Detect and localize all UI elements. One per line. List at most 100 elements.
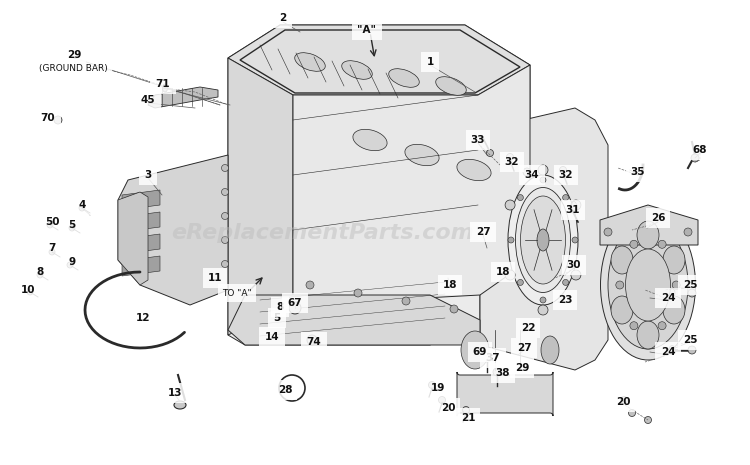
Circle shape	[672, 281, 680, 289]
Polygon shape	[118, 155, 228, 305]
Circle shape	[616, 281, 624, 289]
Text: 20: 20	[441, 403, 455, 413]
Ellipse shape	[163, 84, 167, 92]
Circle shape	[67, 262, 73, 268]
Text: 69: 69	[472, 347, 488, 357]
Circle shape	[439, 397, 446, 404]
Ellipse shape	[515, 187, 571, 292]
Circle shape	[221, 188, 229, 195]
Text: 14: 14	[265, 332, 279, 342]
Ellipse shape	[405, 144, 439, 166]
Circle shape	[538, 165, 548, 175]
Circle shape	[27, 289, 33, 295]
Ellipse shape	[461, 331, 489, 369]
Text: 8: 8	[36, 267, 44, 277]
Circle shape	[562, 279, 568, 286]
Text: 32: 32	[505, 157, 519, 167]
Ellipse shape	[611, 296, 633, 324]
Circle shape	[518, 194, 524, 200]
Ellipse shape	[601, 210, 695, 360]
Text: "A": "A"	[358, 25, 376, 35]
Text: 38: 38	[496, 368, 510, 378]
Polygon shape	[122, 190, 160, 210]
Circle shape	[450, 305, 458, 313]
Text: 67: 67	[288, 298, 302, 308]
Ellipse shape	[537, 229, 549, 251]
Circle shape	[471, 344, 479, 352]
Circle shape	[658, 240, 666, 248]
Circle shape	[571, 200, 581, 210]
Polygon shape	[122, 234, 160, 254]
Polygon shape	[228, 25, 530, 345]
Ellipse shape	[572, 201, 577, 211]
Text: 29: 29	[67, 50, 81, 60]
FancyBboxPatch shape	[457, 372, 553, 416]
Text: 18: 18	[496, 267, 510, 277]
Circle shape	[684, 228, 692, 236]
Text: 37: 37	[486, 353, 500, 363]
Circle shape	[463, 406, 470, 413]
Text: 26: 26	[651, 213, 665, 223]
Ellipse shape	[174, 401, 186, 409]
Text: 28: 28	[278, 385, 292, 395]
Polygon shape	[228, 295, 480, 345]
Text: 7: 7	[48, 243, 56, 253]
Circle shape	[49, 249, 55, 255]
Circle shape	[560, 166, 566, 173]
Text: 5: 5	[273, 313, 280, 323]
Text: 74: 74	[307, 337, 321, 347]
Polygon shape	[122, 256, 160, 276]
Text: 4: 4	[78, 200, 86, 210]
Text: eReplacementParts.com: eReplacementParts.com	[171, 222, 474, 243]
Circle shape	[79, 205, 85, 211]
Text: 35: 35	[631, 167, 645, 177]
Circle shape	[289, 302, 301, 314]
Ellipse shape	[637, 321, 659, 349]
Text: 24: 24	[661, 293, 675, 303]
Circle shape	[354, 289, 362, 297]
Text: 70: 70	[40, 113, 56, 123]
Circle shape	[483, 354, 491, 362]
Ellipse shape	[342, 61, 372, 80]
Circle shape	[688, 346, 696, 354]
Text: 8: 8	[276, 302, 284, 312]
Ellipse shape	[663, 296, 685, 324]
Text: 27: 27	[517, 343, 531, 353]
Circle shape	[487, 150, 494, 157]
Text: 27: 27	[476, 227, 490, 237]
Text: 12: 12	[136, 313, 150, 323]
Ellipse shape	[295, 53, 326, 71]
Text: 18: 18	[442, 280, 458, 290]
Circle shape	[493, 368, 501, 376]
Text: 11: 11	[208, 273, 222, 283]
Text: 32: 32	[559, 170, 573, 180]
Circle shape	[37, 272, 43, 278]
Circle shape	[402, 297, 410, 305]
Circle shape	[221, 260, 229, 267]
Polygon shape	[228, 58, 293, 335]
Text: 5: 5	[68, 220, 76, 230]
Ellipse shape	[353, 129, 387, 151]
Circle shape	[571, 270, 581, 280]
Text: 50: 50	[45, 217, 59, 227]
Text: 25: 25	[682, 335, 698, 345]
Circle shape	[630, 240, 638, 248]
Polygon shape	[148, 87, 218, 108]
Ellipse shape	[457, 159, 491, 181]
Ellipse shape	[520, 196, 566, 284]
Text: 33: 33	[471, 135, 485, 145]
Text: 20: 20	[616, 397, 630, 407]
Text: 9: 9	[68, 257, 76, 267]
Ellipse shape	[436, 77, 466, 95]
Circle shape	[69, 225, 75, 231]
Circle shape	[604, 228, 612, 236]
Circle shape	[221, 213, 229, 219]
Ellipse shape	[669, 345, 675, 354]
Text: 23: 23	[558, 295, 572, 305]
Text: 45: 45	[141, 95, 155, 105]
Circle shape	[505, 270, 515, 280]
Circle shape	[540, 297, 546, 303]
Polygon shape	[480, 108, 608, 370]
Polygon shape	[228, 25, 530, 95]
Circle shape	[523, 168, 531, 176]
